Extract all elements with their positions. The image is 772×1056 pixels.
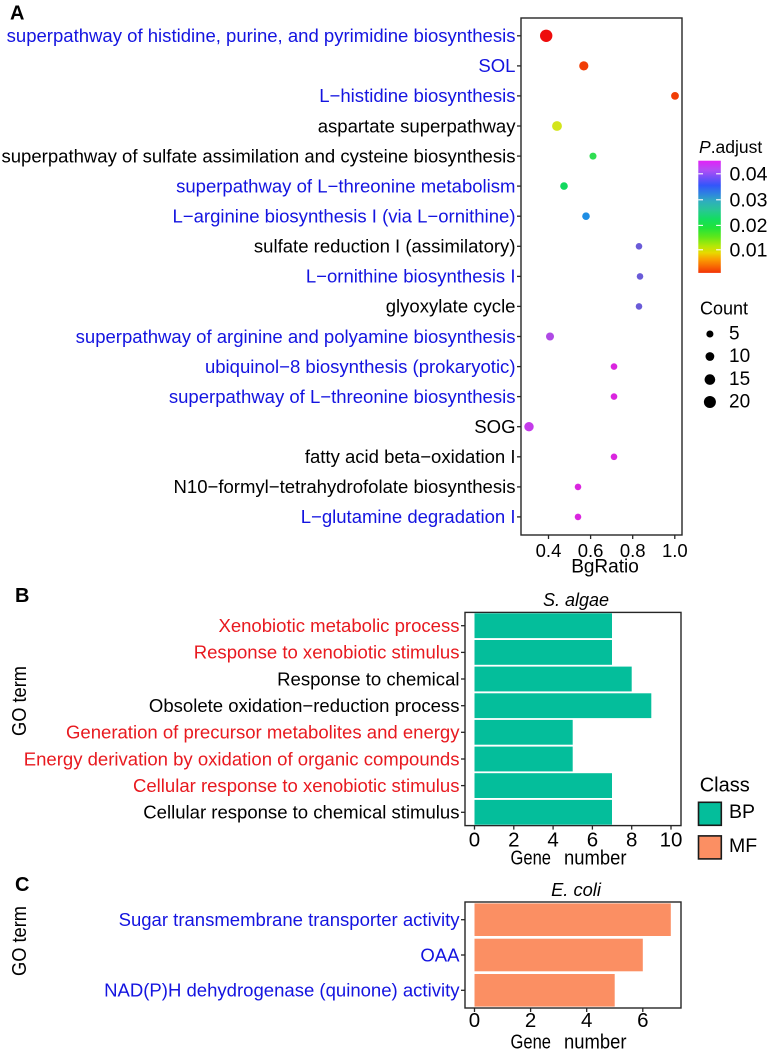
svg-text:GO term: GO term [9, 906, 31, 976]
svg-text:superpathway of histidine, pur: superpathway of histidine, purine, and p… [7, 25, 516, 46]
svg-text:Count: Count [700, 299, 748, 319]
svg-text:superpathway of L−threonine bi: superpathway of L−threonine biosynthesis [169, 386, 516, 407]
svg-text:0.02: 0.02 [730, 215, 768, 237]
svg-text:Xenobiotic metabolic process: Xenobiotic metabolic process [218, 615, 459, 636]
svg-text:MF: MF [729, 835, 757, 857]
svg-text:ubiquinol−8 biosynthesis (prok: ubiquinol−8 biosynthesis (prokaryotic) [205, 356, 516, 377]
svg-text:6: 6 [587, 828, 598, 851]
svg-text:0: 0 [469, 828, 480, 851]
svg-text:0.6: 0.6 [578, 540, 604, 561]
svg-text:0.4: 0.4 [536, 540, 562, 561]
svg-text:Sugar transmembrane transporte: Sugar transmembrane transporter activity [119, 909, 461, 930]
svg-text:10: 10 [660, 828, 683, 851]
svg-text:Gene: Gene [511, 1032, 552, 1054]
svg-text:Obsolete oxidation−reduction p: Obsolete oxidation−reduction process [149, 695, 460, 716]
svg-text:0.01: 0.01 [730, 239, 768, 261]
svg-text:8: 8 [626, 828, 637, 851]
svg-text:4: 4 [547, 828, 558, 851]
svg-text:Response to xenobiotic stimulu: Response to xenobiotic stimulus [194, 642, 460, 663]
svg-text:20: 20 [729, 392, 750, 413]
svg-text:A: A [10, 3, 24, 25]
svg-text:P.adjust: P.adjust [699, 137, 762, 157]
svg-text:Cellular response to xenobioti: Cellular response to xenobiotic stimulus [133, 775, 460, 796]
svg-text:1.0: 1.0 [662, 540, 688, 561]
svg-text:superpathway of arginine and p: superpathway of arginine and polyamine b… [76, 326, 516, 347]
svg-text:L−arginine biosynthesis I (via: L−arginine biosynthesis I (via L−ornithi… [172, 206, 515, 227]
svg-text:B: B [15, 585, 29, 607]
svg-text:15: 15 [729, 369, 750, 390]
svg-text:NAD(P)H dehydrogenase (quinone: NAD(P)H dehydrogenase (quinone) activity [104, 980, 460, 1001]
svg-text:Class: Class [700, 775, 750, 797]
svg-text:Energy derivation by oxidation: Energy derivation by oxidation of organi… [24, 748, 460, 769]
svg-text:2: 2 [508, 828, 519, 851]
svg-text:0.03: 0.03 [730, 189, 768, 211]
svg-text:Response to chemical: Response to chemical [277, 668, 459, 689]
svg-text:0: 0 [469, 1009, 480, 1032]
svg-text:number: number [564, 1032, 627, 1054]
svg-text:Gene: Gene [511, 847, 552, 869]
svg-text:glyoxylate cycle: glyoxylate cycle [386, 296, 516, 317]
svg-text:5: 5 [729, 324, 740, 345]
svg-text:sulfate reduction I (assimilat: sulfate reduction I (assimilatory) [254, 236, 516, 257]
svg-text:SOL: SOL [478, 55, 515, 76]
svg-text:4: 4 [581, 1009, 592, 1032]
svg-text:6: 6 [637, 1009, 648, 1032]
svg-text:L−glutamine degradation I: L−glutamine degradation I [301, 506, 516, 527]
svg-text:superpathway of L−threonine me: superpathway of L−threonine metabolism [176, 175, 515, 196]
svg-text:OAA: OAA [420, 944, 460, 965]
svg-text:number: number [564, 847, 627, 869]
svg-text:E. coli: E. coli [551, 879, 602, 900]
svg-text:N10−formyl−tetrahydrofolate bi: N10−formyl−tetrahydrofolate biosynthesis [174, 476, 516, 497]
svg-text:superpathway of sulfate assimi: superpathway of sulfate assimilation and… [1, 145, 515, 166]
svg-text:fatty acid beta−oxidation I: fatty acid beta−oxidation I [305, 446, 516, 467]
svg-text:BgRatio: BgRatio [571, 557, 639, 578]
svg-text:C: C [15, 874, 29, 896]
svg-text:0.04: 0.04 [730, 163, 768, 185]
svg-text:BP: BP [729, 801, 755, 823]
svg-text:aspartate superpathway: aspartate superpathway [318, 115, 517, 136]
svg-text:S. algae: S. algae [543, 590, 609, 610]
svg-text:10: 10 [729, 346, 750, 367]
svg-text:2: 2 [525, 1009, 536, 1032]
svg-text:L−histidine biosynthesis: L−histidine biosynthesis [319, 85, 515, 106]
svg-text:Cellular response to chemical: Cellular response to chemical stimulus [143, 802, 459, 823]
svg-text:L−ornithine biosynthesis I: L−ornithine biosynthesis I [306, 266, 516, 287]
svg-text:SOG: SOG [474, 416, 515, 437]
svg-text:Generation of precursor metabo: Generation of precursor metabolites and … [66, 722, 460, 743]
svg-text:GO term: GO term [9, 666, 31, 736]
svg-text:0.8: 0.8 [620, 540, 646, 561]
